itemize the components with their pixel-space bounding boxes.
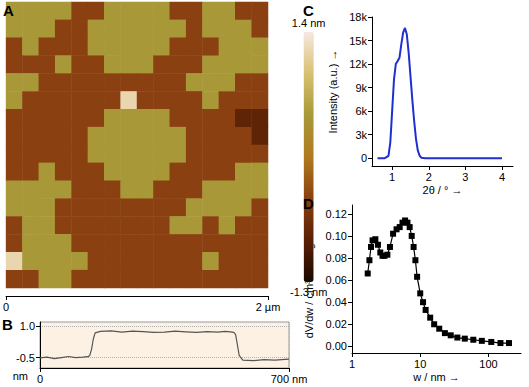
- svg-text:0.04: 0.04: [326, 296, 347, 308]
- svg-text:10: 10: [414, 358, 426, 370]
- svg-text:1: 1: [389, 171, 395, 183]
- svg-text:D: D: [303, 195, 314, 212]
- svg-text:3: 3: [462, 171, 468, 183]
- svg-text:18k: 18k: [349, 11, 367, 23]
- svg-text:3k: 3k: [355, 129, 367, 141]
- svg-text:1.4 nm: 1.4 nm: [291, 16, 326, 29]
- svg-text:0.12: 0.12: [326, 208, 347, 220]
- svg-text:B: B: [2, 316, 13, 333]
- svg-text:0: 0: [37, 373, 43, 385]
- svg-text:4: 4: [499, 171, 505, 183]
- svg-text:0: 0: [3, 301, 9, 313]
- svg-text:2θ / ° →: 2θ / ° →: [423, 184, 463, 196]
- svg-text:2: 2: [426, 171, 432, 183]
- svg-text:-1.3 nm: -1.3 nm: [290, 286, 327, 298]
- svg-text:700 nm: 700 nm: [271, 373, 308, 385]
- svg-text:0.00: 0.00: [326, 340, 347, 352]
- svg-text:0.06: 0.06: [326, 274, 347, 286]
- svg-text:6k: 6k: [355, 105, 367, 117]
- svg-text:0.10: 0.10: [326, 230, 347, 242]
- svg-text:0.08: 0.08: [326, 252, 347, 264]
- svg-text:2 µm: 2 µm: [256, 301, 281, 313]
- svg-text:w / nm →: w / nm →: [412, 371, 459, 383]
- svg-text:0: 0: [361, 152, 367, 164]
- svg-text:A: A: [3, 2, 14, 19]
- svg-text:C: C: [303, 2, 314, 19]
- svg-text:9k: 9k: [355, 82, 367, 94]
- svg-text:1: 1: [349, 358, 355, 370]
- svg-text:1.0: 1.0: [20, 320, 35, 332]
- svg-text:12k: 12k: [349, 58, 367, 70]
- svg-text:15k: 15k: [349, 35, 367, 47]
- svg-text:Intensity (a.u.) →: Intensity (a.u.) →: [327, 50, 339, 134]
- svg-text:0.02: 0.02: [326, 318, 347, 330]
- svg-text:100: 100: [479, 358, 497, 370]
- svg-text:-0.5: -0.5: [16, 352, 35, 364]
- svg-text:nm: nm: [13, 370, 28, 382]
